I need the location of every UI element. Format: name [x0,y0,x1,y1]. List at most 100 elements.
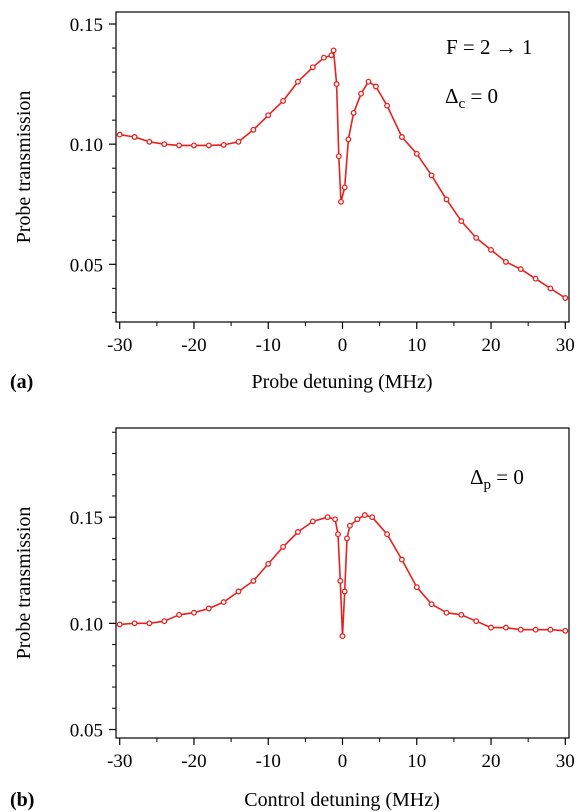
panel-b-data-point [131,620,138,627]
panel-b-data-point [324,514,331,521]
panel-a-y-axis-label: Probe transmission [13,91,35,244]
panel-a-data-point [413,150,420,157]
panel-b: -30 -20 -10 0 10 20 30 0.05 0.10 0.15 Control det… [10,427,575,811]
panel-b-data-point [458,611,465,618]
panel-b-data-point [344,535,350,542]
panel-a-x-tick-label: 20 [482,335,501,356]
panel-a-data-point [562,295,569,301]
panel-a-tag: (a) [10,371,33,393]
panel-b-data-point [398,556,405,563]
panel-a-data-point [532,275,539,282]
panel-b-x-tick-label: 20 [482,751,501,772]
panel-b-x-tick-label: -10 [256,751,281,772]
panel-b-data-point [384,531,391,538]
panel-a-data-point [330,47,337,54]
panel-a-annotation-subscript: c [459,96,466,112]
panel-a-axes: -30 -20 -10 0 10 20 30 0.05 0.10 0.15 [70,15,575,356]
panel-a-data-point [372,83,379,90]
panel-a-x-axis-label: Probe detuning (MHz) [251,371,432,393]
panel-b-axes: -30 -20 -10 0 10 20 30 0.05 0.10 0.15 [70,431,575,772]
panel-b-data-point [161,618,168,625]
panel-a-series-line [119,49,566,299]
panel-b-tag: (b) [10,789,34,811]
panel-a-data-point [365,78,372,85]
panel-a-y-tick-label: 0.15 [70,15,103,36]
panel-b-data-point [562,627,569,634]
panel-a-annotation-control-detuning: Δc = 0 [445,84,498,112]
panel-b-data-point [517,626,524,633]
panel-a-data-point [458,218,465,225]
panel-a-annotation-delta: Δ [445,84,459,108]
panel-b-y-tick-label: 0.10 [70,614,103,635]
panel-a-x-tick-label: 0 [338,335,348,356]
panel-b-data-point [116,621,123,628]
panel-b-data-point [176,611,183,618]
panel-a-data-point [517,266,524,273]
panel-b-data-point [265,560,272,567]
panel-a-data-point [191,142,197,149]
panel-b-data-point [488,624,494,631]
panel-b-data-point [473,618,480,625]
panel-b-data-point [428,601,435,608]
panel-b-y-axis-label: Probe transmission [13,507,35,660]
panel-a-data-point [146,138,153,145]
panel-b-data-point [337,577,344,584]
panel-b-x-tick-label: 10 [407,751,426,772]
panel-a-data-point [309,64,316,71]
panel-a-data-point [428,172,435,179]
panel-a-data-point [350,109,357,116]
panel-b-y-tick-label: 0.05 [70,721,103,742]
panel-a-data-point [131,134,138,140]
panel-b-annotation-subscript: p [484,477,492,493]
panel-b-y-tick-label: 0.15 [70,508,103,529]
panel-a-data-point [333,81,340,88]
panel-b-data-point [294,529,301,535]
panel-b-x-axis-label: Control detuning (MHz) [244,789,440,811]
panel-b-data-point [346,522,353,529]
panel-a-data-point [265,112,272,119]
panel-a-data-point [220,141,227,148]
panel-a-x-tick-label: -30 [107,335,132,356]
panel-b-data-point [532,626,539,633]
panel-a-data-point [235,138,242,145]
panel-a-data-point [502,258,509,265]
panel-b-data-point [146,620,153,627]
panel-b-data-point [280,543,287,550]
panel-a-data-point [345,136,352,143]
panel-b-data-point [191,609,197,616]
panel-a-series [116,47,569,301]
panel-b-data-point [443,609,450,616]
panel-a-data-point [280,97,287,104]
panel-a-y-tick-label: 0.10 [70,135,103,156]
panel-a-data-point [338,198,344,205]
panel-a-data-point [335,153,342,160]
panel-b-series [116,512,569,640]
panel-a-data-point [176,142,183,149]
panel-b-data-point [250,577,257,584]
panel-a-data-point [547,285,554,292]
panel-b-data-point [309,518,316,525]
panel-a-data-point [328,52,335,59]
panel-a-data-point [205,142,212,149]
panel-b-annotation-probe-detuning: Δp = 0 [470,465,524,493]
panel-b-data-point [502,624,509,631]
panel-a-data-point [294,78,301,85]
panel-a-x-tick-label: -10 [256,335,281,356]
panel-a-data-point [398,134,405,140]
panel-a-data-point [488,246,494,253]
panel-a: -30 -20 -10 0 10 20 30 0.05 0.10 0.15 Probe detun… [10,11,575,393]
panel-a-annotation-transition: F = 2 → 1 [446,35,533,59]
panel-b-data-point [205,605,212,612]
panel-b-annotation-equals: = 0 [491,465,524,489]
panel-a-data-point [473,234,480,241]
panel-b-data-point [339,633,346,640]
panel-a-data-point [161,141,168,148]
panel-a-x-tick-label: 30 [556,335,575,356]
panel-a-data-point [250,126,257,133]
panel-a-data-point [116,131,123,138]
panel-b-x-tick-label: -20 [181,751,206,772]
panel-b-data-point [235,588,242,595]
panel-b-data-point [413,584,420,591]
panel-a-data-point [320,54,327,61]
